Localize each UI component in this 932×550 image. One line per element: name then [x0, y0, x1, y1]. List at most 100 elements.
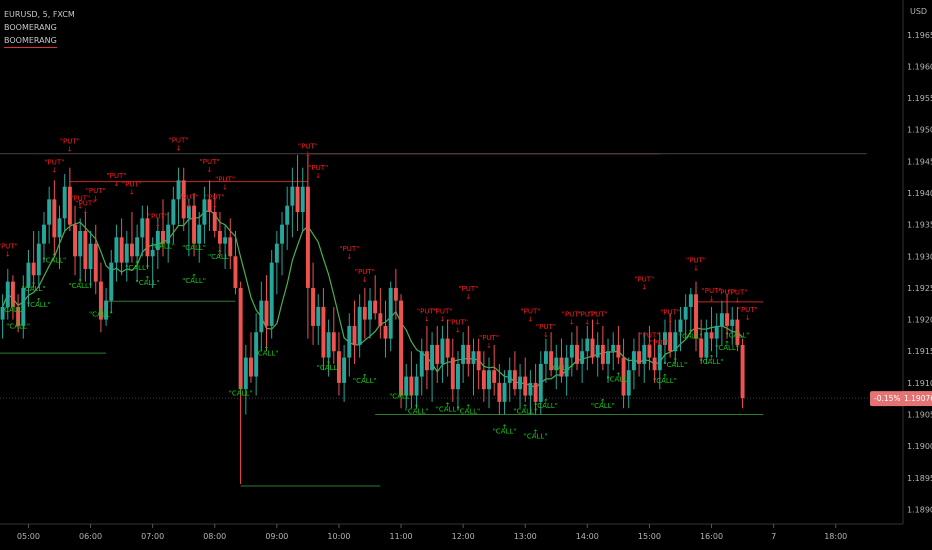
bull-candle: [259, 281, 264, 352]
up-arrow-icon: ↑: [15, 318, 21, 326]
bull-candle: [0, 294, 5, 339]
down-arrow-icon: ↓: [543, 331, 549, 339]
price-change-percent: -0.15%: [874, 394, 901, 403]
down-arrow-icon: ↓: [186, 201, 192, 209]
bull-candle: [631, 338, 636, 390]
bull-candle: [243, 344, 248, 415]
candle-body: [600, 344, 605, 364]
signal-label: "PUT": [0, 243, 18, 251]
bear-candle: [145, 205, 150, 269]
bear-candle: [52, 180, 57, 257]
up-arrow-icon: ↑: [533, 429, 539, 437]
candle-body: [688, 294, 693, 307]
signal-label: "CALL": [317, 364, 341, 372]
time-tick-label: 06:00: [79, 532, 102, 541]
call-signal: "CALL"↑: [663, 357, 687, 369]
put-signal: "PUT"↓: [458, 285, 478, 301]
candle-body: [197, 224, 202, 244]
put-signal: "PUT"↓: [660, 309, 680, 325]
down-arrow-icon: ↓: [486, 342, 492, 350]
bear-candle: [600, 325, 605, 371]
signal-label: "CALL": [653, 377, 677, 385]
indicator-label-1[interactable]: BOOMERANG: [4, 23, 57, 32]
bull-candle: [274, 230, 279, 295]
signal-label: "PUT": [205, 193, 225, 201]
bear-candle: [637, 332, 642, 377]
signal-label: "PUT": [686, 257, 706, 265]
candle-body: [430, 344, 435, 371]
symbol-title[interactable]: EURUSD, 5, FXCM: [4, 10, 75, 19]
currency-label: USD: [910, 7, 927, 16]
candle-body: [445, 338, 450, 358]
call-signal: "CALL"↑: [136, 275, 160, 287]
candle-body: [502, 382, 507, 402]
signal-label: "PUT": [86, 187, 106, 195]
bull-candle: [626, 357, 631, 409]
price-axis[interactable]: 1.19650 1.19600 1.19550 1.19500 1.19450 1.194…: [907, 31, 932, 515]
signal-label: "CALL": [68, 282, 92, 290]
indicator-label-2[interactable]: BOOMERANG: [4, 34, 57, 48]
candle-body: [155, 230, 160, 250]
bear-candle: [621, 338, 626, 409]
bear-candle: [16, 294, 21, 333]
time-axis[interactable]: 05:00 06:00 07:00 08:00 09:00 10:00 11:00 12:00…: [17, 524, 847, 541]
up-arrow-icon: ↑: [522, 403, 528, 411]
candle-body: [192, 205, 197, 244]
candle-body: [626, 370, 631, 396]
signal-label: "CALL": [27, 301, 51, 309]
down-arrow-icon: ↓: [315, 172, 321, 180]
candle-body: [336, 351, 341, 383]
bear-candle: [497, 363, 502, 415]
candle-body: [352, 325, 357, 345]
signal-label: "PUT": [650, 339, 670, 347]
candle-body: [528, 382, 533, 396]
price-tick-label: 1.19350: [907, 221, 932, 230]
candle-body: [93, 243, 98, 282]
signal-label: "CALL": [89, 310, 113, 318]
down-arrow-icon: ↓: [82, 208, 88, 216]
up-arrow-icon: ↑: [734, 327, 740, 335]
candle-body: [347, 325, 352, 358]
time-tick-label: 14:00: [576, 532, 599, 541]
candle-body: [274, 243, 279, 263]
put-signal: "PUT"↓: [738, 306, 758, 322]
up-arrow-icon: ↑: [559, 360, 565, 368]
down-arrow-icon: ↓: [745, 314, 751, 322]
call-signal: "CALL"↑: [534, 398, 558, 410]
down-arrow-icon: ↓: [424, 315, 430, 323]
signal-label: "PUT": [634, 276, 654, 284]
candle-body: [249, 357, 253, 377]
signals: "PUT"↓"CALL"↑"CALL"↑"CALL"↑"CALL"↑"PUT"↓…: [0, 136, 758, 440]
candle-body: [657, 344, 662, 371]
signal-label: "PUT": [520, 307, 540, 315]
bear-candle: [709, 306, 714, 352]
candle-body: [331, 332, 336, 352]
bear-candle: [378, 287, 383, 339]
candle-body: [471, 351, 476, 364]
bear-candle: [181, 167, 186, 231]
up-arrow-icon: ↑: [145, 275, 151, 283]
bull-candle: [166, 212, 171, 263]
up-arrow-icon: ↑: [414, 403, 420, 411]
bear-candle: [735, 306, 740, 352]
candle-body: [233, 256, 238, 288]
price-tick-label: 1.19550: [907, 94, 932, 103]
bear-candle: [590, 319, 595, 364]
candle-body: [668, 332, 673, 352]
candle-body: [26, 262, 31, 288]
signal-label: "PUT": [639, 331, 659, 339]
signal-label: "PUT": [536, 323, 556, 331]
up-arrow-icon: ↑: [615, 372, 621, 380]
candle-body: [456, 363, 460, 390]
bull-candle: [657, 332, 662, 390]
bear-candle: [476, 338, 481, 390]
bull-candle: [47, 186, 52, 244]
put-signal: "PUT"↓: [200, 158, 220, 174]
bull-candle: [202, 186, 207, 244]
candle-body: [36, 243, 41, 276]
signal-label: "PUT": [738, 306, 758, 314]
candle-body: [135, 237, 140, 257]
down-arrow-icon: ↓: [212, 201, 218, 209]
candle-body: [21, 287, 26, 326]
